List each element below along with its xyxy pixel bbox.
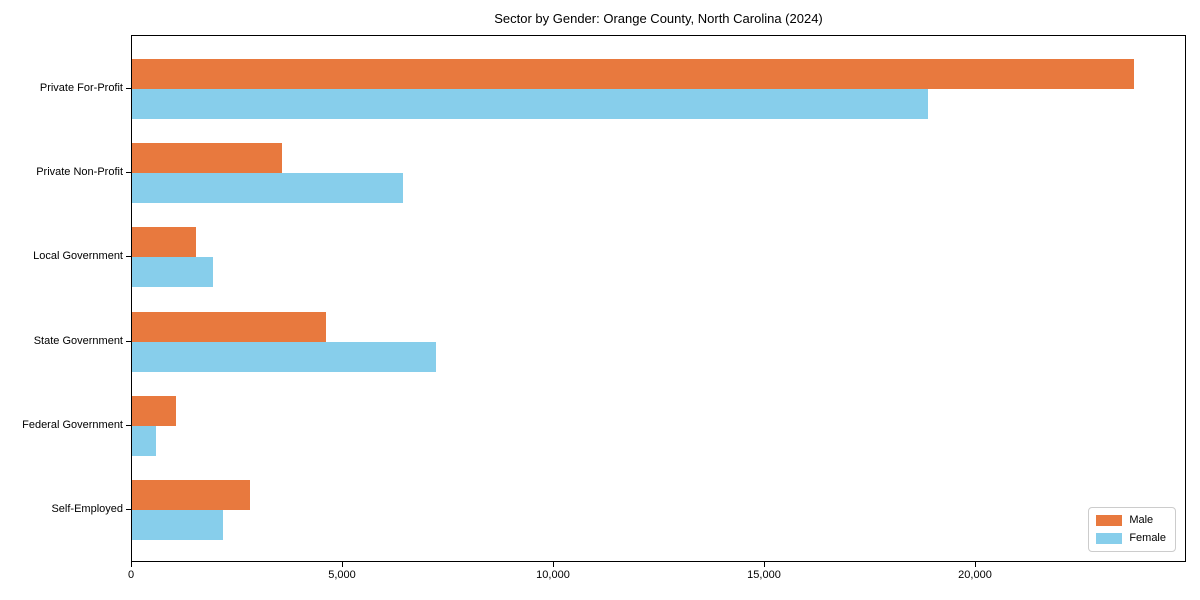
bar-male-2 (132, 227, 197, 258)
bar-male-4 (132, 395, 176, 426)
bar-female-1 (132, 173, 403, 204)
y-tick-mark-3 (126, 340, 131, 342)
legend-item-male: Male (1096, 514, 1166, 527)
x-tick-mark-0 (131, 562, 132, 567)
x-tick-label-4: 20,000 (958, 569, 992, 581)
y-axis-label-1: Private Non-Profit (36, 166, 123, 179)
chart-title: Sector by Gender: Orange County, North C… (494, 11, 823, 26)
bar-male-0 (132, 58, 1135, 89)
x-tick-mark-1 (342, 562, 343, 567)
y-axis-label-5: Self-Employed (51, 503, 123, 516)
x-tick-label-0: 0 (127, 569, 135, 581)
bar-female-0 (132, 88, 928, 119)
y-axis-label-2: Local Government (33, 250, 123, 263)
bar-female-2 (132, 257, 214, 288)
female-color-swatch (1096, 533, 1123, 544)
y-axis-label-0: Private For-Profit (39, 81, 123, 94)
y-tick-mark-5 (126, 509, 131, 511)
bar-male-1 (132, 143, 282, 174)
legend-label-female: Female (1129, 532, 1166, 544)
x-tick-mark-3 (764, 562, 765, 567)
x-tick-label-3: 15,000 (747, 569, 781, 581)
legend: Male Female (1088, 507, 1176, 552)
y-axis-label-3: State Government (33, 334, 123, 347)
bar-female-4 (132, 425, 156, 456)
x-tick-mark-4 (975, 562, 976, 567)
bar-female-5 (132, 510, 223, 541)
y-tick-mark-4 (126, 424, 131, 426)
bar-female-3 (132, 341, 437, 372)
y-tick-mark-0 (126, 87, 131, 89)
bar-male-3 (132, 311, 327, 342)
x-tick-label-2: 10,000 (536, 569, 570, 581)
bar-male-5 (132, 480, 251, 511)
y-tick-mark-2 (126, 256, 131, 258)
y-axis-label-4: Federal Government (22, 418, 123, 431)
x-tick-mark-2 (553, 562, 554, 567)
legend-label-male: Male (1129, 514, 1154, 526)
y-tick-mark-1 (126, 172, 131, 174)
male-color-swatch (1096, 515, 1123, 526)
legend-item-female: Female (1096, 532, 1166, 545)
plot-area: Male Female (131, 35, 1186, 562)
x-tick-label-1: 5,000 (328, 569, 356, 581)
